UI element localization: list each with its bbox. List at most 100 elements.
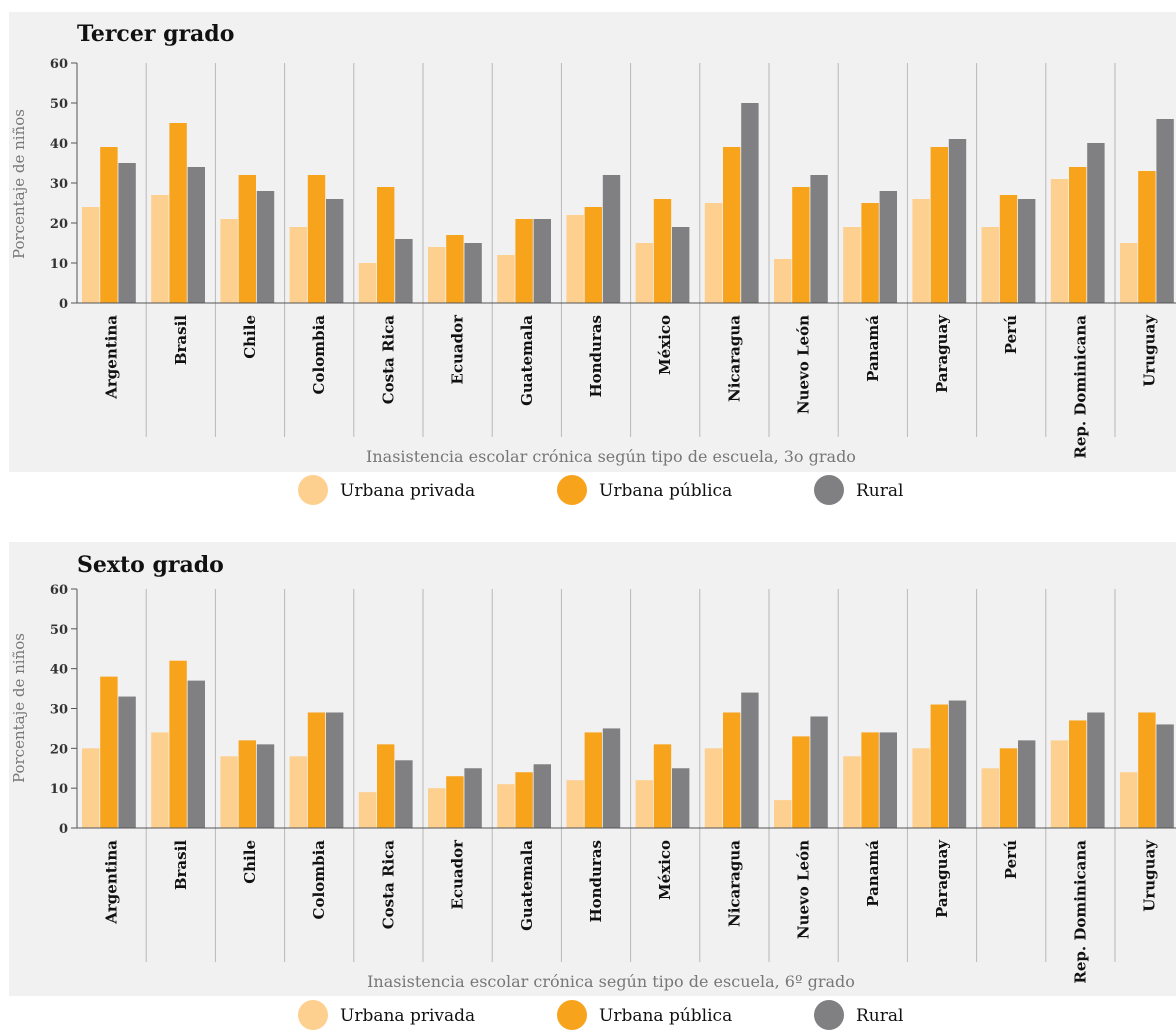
bar-urbana-privada-guatemala — [497, 784, 515, 828]
category-label-costa-rica: Costa Rica — [379, 840, 397, 930]
legend-swatch-urbana-privada — [298, 475, 328, 505]
category-label-brasil: Brasil — [172, 315, 190, 365]
bar-urbana-privada-colombia — [289, 756, 307, 828]
y-tick-label: 60 — [50, 583, 68, 598]
bar-rural-paraguay — [948, 139, 967, 303]
category-label-nuevo-leon: Nuevo León — [795, 315, 813, 414]
legend-tercer-grado: Urbana privada Urbana pública Rural — [0, 475, 1176, 505]
y-tick-label: 60 — [50, 57, 68, 72]
category-label-guatemala: Guatemala — [518, 315, 536, 406]
legend-sexto-grado: Urbana privada Urbana pública Rural — [0, 1000, 1176, 1030]
legend-label-urbana-publica: Urbana pública — [599, 1006, 732, 1026]
y-axis-label: Porcentaje de niños — [10, 109, 28, 259]
x-axis-label: Inasistencia escolar crónica según tipo … — [367, 972, 855, 991]
y-tick-label: 40 — [50, 137, 68, 152]
bar-urbana-privada-honduras — [566, 780, 584, 828]
bar-urbana-publica-costa-rica — [377, 744, 395, 828]
bar-urbana-privada-peru — [981, 227, 999, 303]
bar-urbana-publica-paraguay — [930, 147, 948, 303]
chart-panel-sexto-grado: Sexto grado 0 10 20 30 40 50 60 Porcentaje de ni… — [9, 542, 1176, 996]
category-label-paraguay: Paraguay — [933, 314, 951, 393]
bar-urbana-publica-nicaragua — [723, 712, 741, 828]
bar-rural-argentina — [118, 696, 136, 828]
bar-urbana-publica-honduras — [584, 732, 602, 828]
category-label-mexico: México — [656, 315, 674, 375]
bar-urbana-privada-ecuador — [428, 788, 446, 828]
y-tick-label: 10 — [50, 257, 68, 272]
bar-urbana-publica-argentina — [100, 676, 118, 828]
bar-urbana-publica-nuevo-leon — [792, 736, 810, 828]
category-label-nuevo-leon: Nuevo León — [795, 840, 813, 939]
bar-urbana-privada-rep-dominicana — [1050, 740, 1069, 828]
category-label-chile: Chile — [241, 315, 259, 359]
bar-rural-colombia — [326, 712, 344, 828]
category-label-rep-dominicana: Rep. Dominicana — [1071, 840, 1089, 984]
bar-rural-uruguay — [1156, 119, 1174, 303]
bar-urbana-publica-brasil — [169, 660, 187, 828]
bar-rural-argentina — [118, 163, 136, 303]
bar-rural-brasil — [187, 167, 205, 303]
bar-urbana-privada-nuevo-leon — [774, 800, 792, 828]
bar-urbana-publica-colombia — [307, 175, 326, 303]
bar-rural-guatemala — [533, 219, 551, 303]
bar-rural-mexico — [672, 768, 690, 828]
category-label-guatemala: Guatemala — [518, 840, 536, 931]
bar-rural-rep-dominicana — [1087, 712, 1105, 828]
y-tick-label: 30 — [50, 177, 68, 192]
bar-urbana-privada-brasil — [151, 732, 169, 828]
y-tick-label: 50 — [50, 623, 68, 638]
bar-urbana-privada-argentina — [82, 748, 100, 828]
bar-urbana-publica-panama — [861, 732, 879, 828]
bar-urbana-publica-honduras — [584, 207, 602, 303]
bar-urbana-publica-paraguay — [930, 704, 948, 828]
legend-swatch-urbana-publica — [557, 1000, 587, 1030]
category-label-nicaragua: Nicaragua — [725, 840, 743, 927]
bar-rural-panama — [879, 191, 897, 303]
bar-urbana-privada-costa-rica — [358, 263, 377, 303]
bar-urbana-publica-rep-dominicana — [1069, 167, 1087, 303]
bar-urbana-publica-uruguay — [1138, 171, 1156, 303]
chart-title: Tercer grado — [77, 21, 234, 47]
bar-urbana-publica-colombia — [307, 712, 326, 828]
bar-urbana-privada-rep-dominicana — [1050, 179, 1069, 303]
bar-urbana-publica-argentina — [100, 147, 118, 303]
bar-urbana-publica-brasil — [169, 123, 187, 303]
y-axis-label: Porcentaje de niños — [10, 633, 28, 783]
bar-urbana-privada-mexico — [635, 780, 653, 828]
bar-urbana-privada-nicaragua — [704, 748, 723, 828]
bar-urbana-privada-chile — [220, 219, 238, 303]
bar-urbana-privada-paraguay — [912, 748, 930, 828]
category-label-costa-rica: Costa Rica — [379, 315, 397, 405]
y-tick-label: 20 — [50, 217, 68, 232]
bar-rural-nuevo-leon — [810, 175, 828, 303]
bar-rural-nicaragua — [741, 692, 759, 828]
category-label-mexico: México — [656, 840, 674, 900]
chart-panel-tercer-grado: Tercer grado 0 10 20 30 40 50 60 Porcentaje de n… — [9, 12, 1176, 472]
legend-label-urbana-privada: Urbana privada — [340, 481, 475, 501]
y-tick-label: 30 — [50, 703, 68, 718]
bar-rural-peru — [1018, 740, 1036, 828]
bar-urbana-publica-nicaragua — [723, 147, 741, 303]
bar-rural-chile — [256, 191, 275, 303]
category-label-peru: Perú — [1002, 315, 1020, 354]
bar-rural-panama — [879, 732, 897, 828]
bar-urbana-publica-mexico — [653, 199, 672, 303]
legend-label-rural: Rural — [856, 1006, 903, 1026]
bar-rural-colombia — [326, 199, 344, 303]
bar-rural-nicaragua — [741, 103, 759, 303]
legend-swatch-urbana-privada — [298, 1000, 328, 1030]
bar-rural-chile — [256, 744, 275, 828]
category-label-panama: Panamá — [864, 315, 882, 382]
bar-rural-guatemala — [533, 764, 551, 828]
bar-rural-mexico — [672, 227, 690, 303]
bar-urbana-publica-chile — [238, 740, 256, 828]
bar-urbana-publica-nuevo-leon — [792, 187, 810, 303]
category-label-colombia: Colombia — [310, 315, 328, 395]
category-label-panama: Panamá — [864, 840, 882, 907]
category-label-honduras: Honduras — [587, 840, 605, 923]
chart-tercer-grado: Tercer grado 0 10 20 30 40 50 60 Porcentaje de n… — [10, 21, 1176, 466]
bar-urbana-publica-peru — [999, 195, 1018, 303]
category-label-colombia: Colombia — [310, 840, 328, 920]
bar-urbana-privada-chile — [220, 756, 238, 828]
bar-urbana-privada-guatemala — [497, 255, 515, 303]
